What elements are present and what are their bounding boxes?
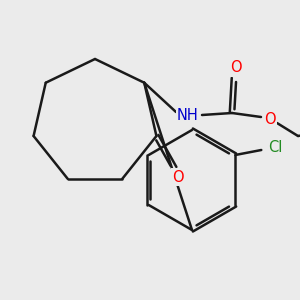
Text: O: O	[172, 169, 184, 184]
Text: O: O	[264, 112, 276, 128]
Text: NH: NH	[177, 107, 199, 122]
Text: O: O	[230, 61, 242, 76]
Text: Cl: Cl	[268, 140, 283, 155]
